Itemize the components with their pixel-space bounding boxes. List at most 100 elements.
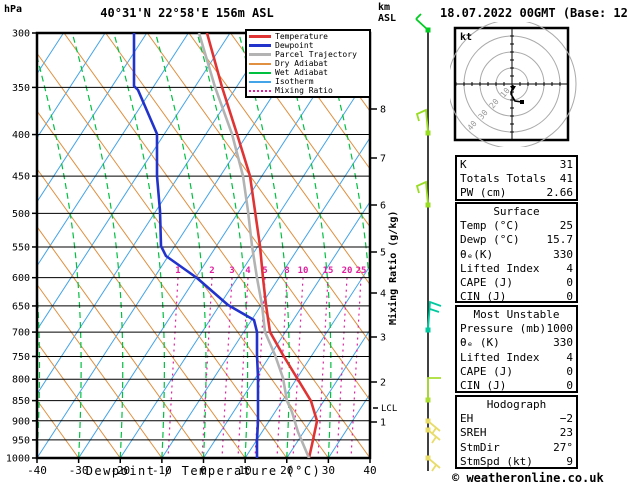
legend-line-swatch <box>249 80 271 83</box>
pressure-unit-label: hPa <box>4 4 23 15</box>
stat-label: CAPE (J) <box>460 364 513 378</box>
wind-barb <box>415 180 431 208</box>
box-title: Hodograph <box>486 398 547 411</box>
legend-label: Wet Adiabat <box>275 68 328 77</box>
table-row: StmDir 27° <box>460 441 573 455</box>
index-label: Totals Totals <box>460 172 547 186</box>
legend-item: Dewpoint <box>249 41 367 50</box>
table-row: CIN (J) 0 <box>460 379 573 393</box>
stat-value: 330 <box>553 336 573 350</box>
wind-barb <box>425 427 441 444</box>
mixing-ratio-lines <box>167 277 362 458</box>
pressure-tick-label: 900 <box>12 416 30 427</box>
stat-label: StmDir <box>460 440 500 454</box>
mixing-ratio-value: 8 <box>284 266 289 276</box>
surface-box: Surface Temp (°C) 25 Dewp (°C) 15.7 θₑ(K) 3… <box>455 202 578 303</box>
temp-tick-label: 10 <box>239 464 252 477</box>
mixing-ratio-value: 5 <box>262 266 267 276</box>
stat-label: Temp (°C) <box>460 219 520 233</box>
table-row: CIN (J) 0 <box>460 290 573 304</box>
km-label: km <box>378 2 391 13</box>
pressure-gridlines <box>37 86 370 441</box>
stat-value: 1000 <box>546 322 574 336</box>
pressure-tick-label: 350 <box>12 83 30 94</box>
mixing-ratio-value: 10 <box>298 266 309 276</box>
wind-barb <box>415 13 431 33</box>
hodograph-axis-ticks <box>455 27 569 141</box>
pressure-tick-label: 750 <box>12 352 30 363</box>
table-row: PW (cm) 2.66 <box>460 186 573 200</box>
temp-tick-label: -20 <box>110 464 130 477</box>
temp-tick-label: 40 <box>363 464 376 477</box>
stat-value: 23 <box>559 426 573 440</box>
km-tick-label: 6 <box>380 201 386 212</box>
km-tick-label: 8 <box>380 105 386 116</box>
x-axis-label: Dewpoint / Temperature (°C) <box>85 464 322 478</box>
stat-label: Dewp (°C) <box>460 233 520 247</box>
stat-value: 25 <box>559 219 573 233</box>
dry-adiabat-lines <box>37 33 370 458</box>
stat-label: StmSpd (kt) <box>460 454 533 468</box>
stat-value: 27° <box>553 440 573 454</box>
stat-label: θₑ(K) <box>460 247 494 261</box>
stat-label: CIN (J) <box>460 379 507 393</box>
stat-value: 9 <box>566 454 573 468</box>
legend-item: Wet Adiabat <box>249 68 367 77</box>
temp-tick-label: 0 <box>200 464 207 477</box>
index-value: 41 <box>559 172 573 186</box>
datetime-title: 18.07.2022 00GMT (Base: 12) <box>440 6 629 20</box>
pressure-tick-label: 700 <box>12 328 30 339</box>
legend-line-swatch <box>249 71 271 74</box>
pressure-tick-label: 1000 <box>6 454 30 465</box>
dewpoint-curve <box>132 33 260 458</box>
hodograph-arrow <box>510 86 516 91</box>
hodograph-box: Hodograph EH −2 SREH 23 StmDir 27° StmSpd (… <box>455 395 578 469</box>
km-tick-label: 1 <box>380 418 386 429</box>
pressure-tick-label: 450 <box>12 172 30 183</box>
mixing-ratio-value: 15 <box>323 266 334 276</box>
stat-label: CIN (J) <box>460 290 507 304</box>
skewt-grid <box>37 33 370 458</box>
mixing-ratio-value: 4 <box>245 266 251 276</box>
table-row: Dewp (°C) 15.7 <box>460 233 573 247</box>
hodograph-trace-end <box>520 100 524 104</box>
legend-item: Isotherm <box>249 77 367 86</box>
table-row: CAPE (J) 0 <box>460 365 573 379</box>
pressure-tick-label: 400 <box>12 130 30 141</box>
legend-item: Dry Adiabat <box>249 59 367 68</box>
hodograph-unit-label: kt <box>460 32 472 43</box>
legend-line-swatch <box>249 89 271 92</box>
legend-label: Dry Adiabat <box>275 59 328 68</box>
indices-box: K 31 Totals Totals 41 PW (cm) 2.66 <box>455 155 578 201</box>
km-tick-label: 4 <box>380 289 386 300</box>
legend-label: Parcel Trajectory <box>275 50 357 59</box>
index-value: 31 <box>559 158 573 171</box>
wind-barb <box>415 108 431 136</box>
pressure-tick-label: 550 <box>12 242 30 253</box>
copyright: © weatheronline.co.uk <box>452 471 604 485</box>
pressure-tick-label: 800 <box>12 375 30 386</box>
stat-value: 330 <box>553 247 573 261</box>
box-title: Surface <box>493 205 540 218</box>
asl-label: ASL <box>378 13 397 24</box>
pressure-tick-label: 300 <box>12 29 30 40</box>
pressure-tick-label: 500 <box>12 209 30 220</box>
lcl-label: LCL <box>381 404 397 414</box>
km-tick-label: 7 <box>380 154 386 165</box>
table-row: K 31 <box>460 158 573 172</box>
stat-value: 0 <box>566 379 573 393</box>
wind-barb <box>425 455 441 472</box>
temp-tick-label: 20 <box>280 464 293 477</box>
box-title: Most Unstable <box>473 308 560 321</box>
table-row: Lifted Index 4 <box>460 262 573 276</box>
parcel-trajectory-curve <box>197 33 311 458</box>
temp-tick-label: 30 <box>322 464 335 477</box>
index-label: PW (cm) <box>460 186 507 200</box>
table-row: Totals Totals 41 <box>460 172 573 186</box>
legend-item: Mixing Ratio <box>249 86 367 95</box>
table-row: Temp (°C) 25 <box>460 219 573 233</box>
mixing-ratio-axis-label: Mixing Ratio (g/kg) <box>387 211 399 325</box>
mixing-ratio-value: 25 <box>356 266 367 276</box>
stat-value: 15.7 <box>546 233 574 247</box>
station-title: 40°31'N 22°58'E 156m ASL <box>100 6 274 20</box>
